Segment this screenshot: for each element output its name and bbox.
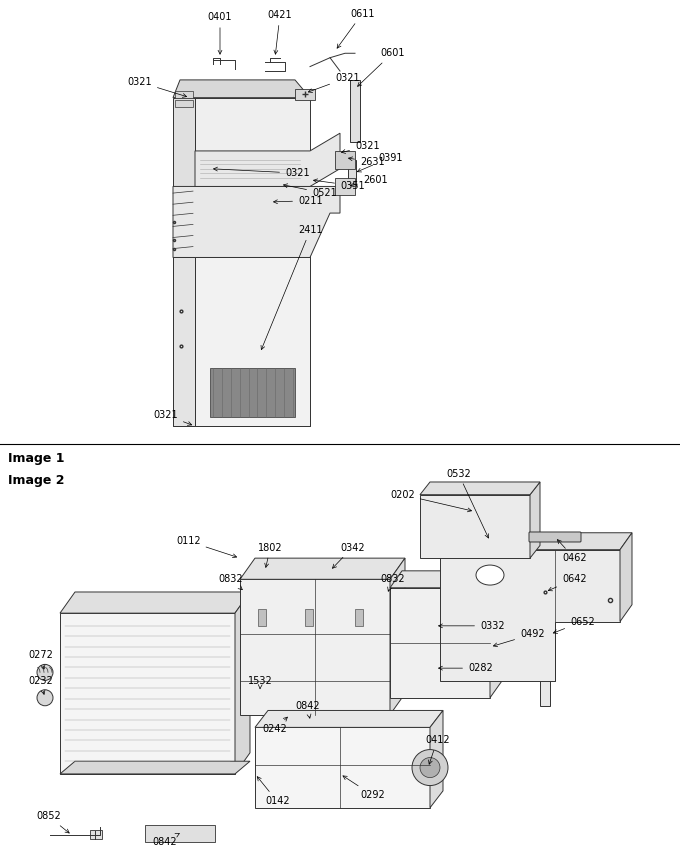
Text: 0342: 0342: [333, 543, 364, 568]
Polygon shape: [430, 710, 443, 808]
Text: 0401: 0401: [208, 12, 233, 54]
Circle shape: [412, 750, 448, 786]
Text: 0601: 0601: [358, 49, 405, 87]
Text: 0421: 0421: [268, 10, 292, 54]
Text: 0202: 0202: [390, 490, 471, 512]
Polygon shape: [195, 134, 340, 186]
Bar: [90, 830, 102, 839]
Polygon shape: [390, 570, 502, 588]
Text: 0391: 0391: [357, 153, 403, 172]
Polygon shape: [173, 80, 310, 98]
Text: 2631: 2631: [349, 157, 385, 167]
Polygon shape: [335, 178, 355, 195]
Circle shape: [37, 664, 53, 681]
Polygon shape: [240, 558, 405, 579]
Polygon shape: [348, 160, 356, 186]
Text: Image 1: Image 1: [8, 452, 65, 465]
Text: 0462: 0462: [558, 539, 587, 564]
Polygon shape: [490, 570, 502, 698]
Text: Image 2: Image 2: [8, 474, 65, 487]
Polygon shape: [530, 482, 540, 558]
Text: 0832: 0832: [218, 574, 243, 590]
Polygon shape: [60, 592, 250, 613]
Polygon shape: [540, 563, 550, 707]
Text: 0521: 0521: [284, 184, 337, 198]
Text: 0492: 0492: [494, 629, 545, 647]
Polygon shape: [173, 257, 195, 427]
Polygon shape: [235, 592, 250, 774]
Text: 1802: 1802: [258, 543, 283, 567]
Polygon shape: [145, 825, 215, 842]
Text: 0652: 0652: [554, 616, 595, 634]
Text: 0321: 0321: [341, 141, 379, 153]
Polygon shape: [440, 550, 620, 681]
Text: 0611: 0611: [337, 9, 375, 49]
Text: 0532: 0532: [446, 468, 489, 538]
Text: 0852: 0852: [36, 812, 69, 833]
Text: 0832: 0832: [380, 574, 405, 591]
Text: 0332: 0332: [439, 621, 505, 631]
Polygon shape: [255, 727, 430, 808]
Bar: [305, 609, 313, 626]
Text: 0842: 0842: [152, 833, 180, 846]
Text: 2411: 2411: [261, 225, 322, 349]
Polygon shape: [295, 88, 315, 100]
Polygon shape: [255, 710, 443, 727]
Circle shape: [37, 690, 53, 706]
Text: 0272: 0272: [28, 650, 53, 669]
FancyBboxPatch shape: [529, 532, 581, 542]
Text: 0112: 0112: [176, 536, 237, 557]
Text: 0642: 0642: [548, 574, 587, 590]
Bar: [355, 609, 363, 626]
Text: 0412: 0412: [425, 735, 449, 764]
Polygon shape: [350, 80, 360, 142]
Text: 0842: 0842: [295, 701, 320, 718]
Bar: [175, 91, 193, 98]
Polygon shape: [420, 482, 540, 495]
Text: 0292: 0292: [343, 776, 385, 800]
Text: 0211: 0211: [273, 196, 322, 205]
Polygon shape: [620, 532, 632, 622]
Text: 0232: 0232: [28, 676, 53, 694]
Polygon shape: [60, 613, 235, 774]
Text: 0242: 0242: [262, 717, 288, 734]
Polygon shape: [420, 495, 530, 558]
Text: 1532: 1532: [248, 676, 273, 688]
Text: 0321: 0321: [127, 77, 186, 97]
Polygon shape: [210, 368, 295, 417]
Polygon shape: [440, 532, 632, 550]
Polygon shape: [240, 579, 390, 714]
Polygon shape: [173, 186, 340, 257]
Text: 0282: 0282: [439, 663, 493, 673]
Text: 0321: 0321: [308, 73, 360, 93]
Polygon shape: [390, 558, 405, 714]
Text: 0321: 0321: [154, 410, 192, 426]
Polygon shape: [195, 98, 310, 427]
Polygon shape: [173, 98, 195, 427]
Circle shape: [420, 758, 440, 778]
Text: 2601: 2601: [350, 175, 388, 186]
Polygon shape: [335, 151, 355, 169]
Polygon shape: [60, 761, 250, 774]
Polygon shape: [195, 257, 310, 427]
Text: 0351: 0351: [313, 179, 364, 191]
Text: 0321: 0321: [214, 167, 309, 178]
Text: 0142: 0142: [257, 777, 290, 806]
Ellipse shape: [476, 565, 504, 585]
Bar: [175, 100, 193, 107]
Polygon shape: [390, 588, 490, 698]
Bar: [258, 609, 266, 626]
